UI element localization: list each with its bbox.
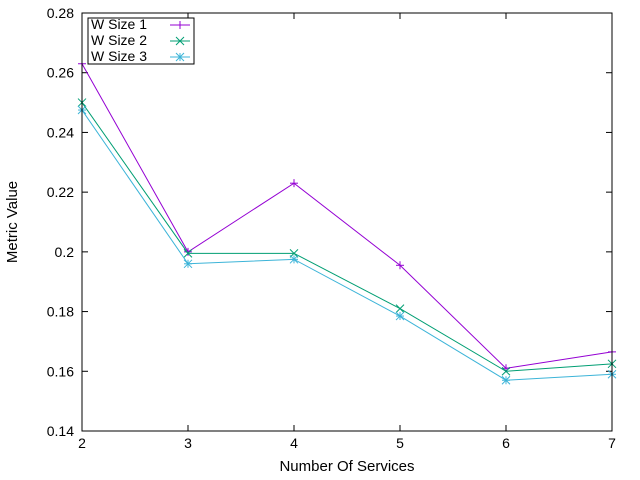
series-1 bbox=[78, 59, 616, 373]
marker-stroke bbox=[501, 375, 511, 385]
legend-label: W Size 1 bbox=[91, 16, 147, 32]
y-tick-label: 0.14 bbox=[47, 423, 74, 439]
marker-stroke bbox=[183, 248, 193, 258]
series-3 bbox=[77, 105, 617, 385]
legend: W Size 1W Size 2W Size 3 bbox=[87, 16, 195, 65]
y-tick-label: 0.2 bbox=[55, 244, 75, 260]
plot-frame bbox=[81, 12, 613, 432]
series-2-point bbox=[183, 248, 193, 258]
y-tick-label: 0.28 bbox=[47, 5, 74, 21]
series-1-point bbox=[290, 179, 298, 188]
y-tick-label: 0.18 bbox=[47, 304, 74, 320]
series-2 bbox=[77, 98, 617, 376]
y-tick-label: 0.26 bbox=[47, 65, 74, 81]
legend-marker bbox=[176, 21, 184, 29]
legend-label: W Size 2 bbox=[91, 32, 147, 48]
marker-stroke bbox=[175, 52, 185, 62]
series-2-point bbox=[395, 304, 405, 313]
series-layer bbox=[77, 59, 617, 385]
series-1-line bbox=[81, 63, 613, 369]
y-tick-label: 0.22 bbox=[47, 184, 74, 200]
series-2-point bbox=[501, 366, 511, 376]
marker-stroke bbox=[183, 259, 193, 269]
y-axis-title: Metric Value bbox=[4, 181, 21, 263]
legend-label: W Size 3 bbox=[91, 48, 147, 64]
marker-stroke bbox=[395, 304, 405, 313]
series-3-point bbox=[289, 254, 299, 264]
series-3-point bbox=[501, 375, 511, 385]
series-3-line bbox=[81, 109, 613, 381]
series-3-point bbox=[395, 311, 405, 321]
series-1-point bbox=[184, 247, 192, 256]
x-tick-label: 2 bbox=[78, 435, 86, 451]
legend-marker bbox=[175, 52, 185, 62]
x-tick-label: 7 bbox=[608, 435, 616, 451]
x-tick-label: 6 bbox=[502, 435, 510, 451]
x-tick-label: 5 bbox=[396, 435, 404, 451]
x-axis-title: Number Of Services bbox=[279, 458, 414, 475]
marker-stroke bbox=[395, 311, 405, 321]
legend-marker bbox=[175, 36, 185, 46]
x-tick-label: 3 bbox=[184, 435, 192, 451]
series-2-line bbox=[81, 102, 613, 372]
marker-stroke bbox=[175, 36, 185, 46]
series-3-point bbox=[183, 259, 193, 269]
y-tick-label: 0.24 bbox=[47, 124, 74, 140]
y-tick-label: 0.16 bbox=[47, 363, 74, 379]
marker-stroke bbox=[501, 366, 511, 376]
series-1-point bbox=[396, 261, 404, 270]
x-tick-label: 4 bbox=[290, 435, 298, 451]
marker-stroke bbox=[289, 254, 299, 264]
x-axis-ticks: 2 3 4 5 6 7 bbox=[78, 13, 616, 451]
y-axis-ticks: 0.14 0.16 0.18 0.2 0.22 0.24 0.26 0.28 bbox=[47, 5, 612, 439]
